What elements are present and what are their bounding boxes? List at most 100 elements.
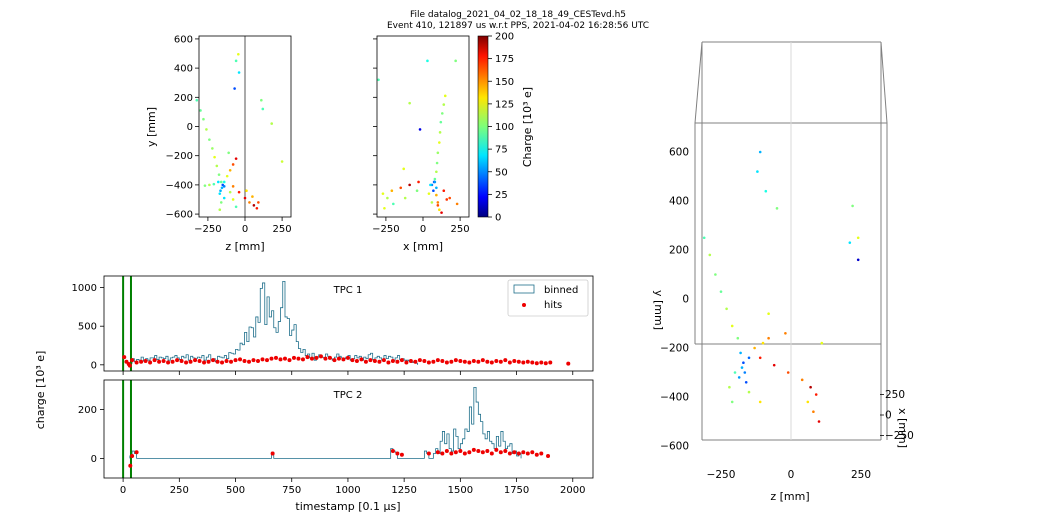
zy-point: [228, 168, 232, 172]
tpc2-hit-point: [534, 452, 539, 457]
colorbar-gradient: [477, 35, 489, 218]
zy-ytick-label: 600: [174, 34, 193, 45]
colorbar-tick-label: 125: [495, 99, 514, 110]
xy-point: [433, 180, 437, 184]
xy-point: [402, 167, 406, 171]
tpc1-hit-point: [122, 355, 127, 360]
tpc2-hit-point: [489, 451, 494, 456]
xy-point: [443, 94, 447, 98]
xy-point: [438, 208, 441, 212]
three-d-point: [848, 241, 852, 244]
box-edge-left-top: [694, 41, 703, 124]
xy-xtick-label: −250: [372, 224, 399, 235]
xy-point: [408, 101, 411, 105]
zy-point: [212, 182, 216, 186]
tpc1-hit-point: [242, 358, 247, 363]
xy-point: [399, 186, 403, 190]
three-d-xlabel: z [mm]: [770, 490, 809, 503]
tpc2-xtick-label: 1750: [504, 485, 529, 496]
tpc1-hit-point: [130, 358, 135, 363]
zy-xtick-label: 250: [273, 224, 292, 235]
three-d-ytick-label: 0: [682, 294, 689, 306]
tpc1-hit-point: [273, 355, 278, 360]
zy-point: [248, 201, 251, 204]
colorbar-tick-label: 200: [495, 32, 514, 43]
tpc2-xtick-label: 500: [226, 485, 245, 496]
three-d-point: [725, 307, 728, 311]
tpc2-hit-point: [467, 450, 472, 455]
tpc1-hit-point: [127, 363, 132, 368]
tpc1-hit-point: [494, 358, 499, 363]
tpc1-hit-point: [390, 358, 395, 363]
tpc1-hit-point: [485, 359, 490, 364]
zy-point: [217, 173, 221, 176]
tpc1-hit-point: [408, 358, 413, 363]
tpc2-xtick-label: 0: [120, 485, 126, 496]
three-d-point: [800, 378, 804, 382]
tpc2-xtick-label: 250: [170, 485, 189, 496]
zy-points: [195, 52, 284, 212]
tpc1-hit-point: [193, 358, 198, 363]
figure-title-line2: Event 410, 121897 us w.r.t PPS, 2021-04-…: [387, 21, 649, 31]
charge-colorbar: 0 25 50 75 100 125 150 175 200 Charge [10³ e]: [477, 32, 534, 224]
xy-point: [435, 193, 438, 197]
tpc2-ylabel: charge [10³ e]: [34, 351, 47, 430]
three-d-points: [702, 150, 860, 423]
zy-point: [213, 155, 216, 159]
tpc2-hit-point: [471, 447, 476, 452]
zy-ytick-label: 0: [187, 122, 193, 133]
xy-point: [418, 128, 422, 131]
tpc1-hit-point: [318, 354, 323, 359]
tpc1-hit-point: [166, 360, 171, 365]
tpc2-hit-point: [512, 450, 517, 455]
tpc1-hit-point: [363, 359, 368, 364]
three-d-point: [767, 312, 770, 316]
xy-point: [442, 103, 446, 106]
colorbar-ticks: 0 25 50 75 100 125 150 175 200: [488, 32, 514, 224]
zy-point: [231, 198, 235, 201]
tpc2-hit-point: [516, 451, 521, 456]
zy-point: [234, 59, 238, 63]
tpc1-hit-point: [444, 360, 449, 365]
zy-point: [219, 201, 223, 204]
tpc1-hit-point: [251, 358, 256, 363]
zy-ytick-label: −400: [166, 180, 193, 191]
three-d-point: [851, 204, 854, 208]
colorbar-tick-label: 50: [495, 167, 508, 178]
three-d-depth-tick-label: 250: [885, 389, 905, 401]
tpc1-hit-point: [471, 358, 476, 363]
tpc1-hit-point: [211, 358, 216, 363]
tpc2-hit-point: [539, 451, 544, 456]
tpc1-hit-point: [148, 360, 153, 365]
tpc2-hit-point: [525, 451, 530, 456]
tpc2-hit-point: [507, 451, 512, 456]
tpc2-xtick-label: 750: [282, 485, 301, 496]
tpc2-hit-point: [440, 451, 445, 456]
tpc2-hit-point: [485, 449, 490, 454]
tpc2-ticks: 0 250 500 750 1000 1250 1500 1750 2000 0 200: [78, 405, 586, 496]
three-d-point: [812, 410, 815, 414]
tpc2-hit-point: [498, 450, 503, 455]
tpc1-hit-point: [139, 359, 144, 364]
tpc1-ticks: 0 500 1000: [72, 283, 574, 375]
tpc1-hit-point: [431, 359, 436, 364]
xy-point: [436, 204, 440, 207]
tpc1-legend: binned hits: [507, 279, 589, 317]
zy-point: [220, 186, 224, 190]
zy-xtick-label: −250: [194, 224, 221, 235]
tpc1-hit-point: [539, 360, 544, 365]
colorbar-tick-label: 100: [495, 122, 514, 133]
zy-point: [255, 206, 259, 210]
three-d-ylabel: y [mm]: [652, 290, 665, 330]
tpc1-hit-point: [314, 355, 319, 360]
three-d-xtick-label: −250: [707, 469, 736, 481]
three-d-point: [728, 385, 731, 389]
tpc1-hit-point: [161, 358, 166, 363]
tpc1-hit-point: [323, 356, 328, 361]
colorbar-tick-label: 75: [495, 145, 508, 156]
tpc1-hit-point: [489, 360, 494, 365]
zy-point: [222, 185, 226, 188]
tpc1-axes-frame: [103, 275, 594, 372]
zy-point: [245, 189, 248, 193]
